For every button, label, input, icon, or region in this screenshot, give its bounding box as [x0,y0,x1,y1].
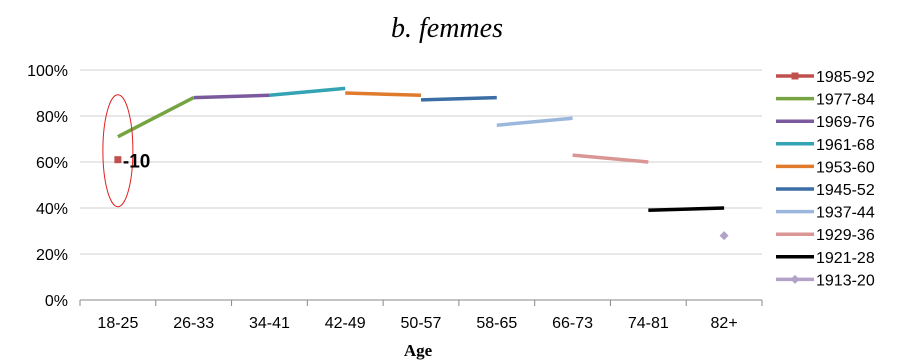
chart-title: b. femmes [391,13,503,44]
x-tick-label: 82+ [711,315,738,332]
y-tick-label: 40% [36,201,68,218]
y-tick-label: 60% [36,155,68,172]
legend-item: 1913-20 [776,272,875,289]
legend-label: 1929-36 [816,227,875,244]
legend-label: 1937-44 [816,205,875,222]
series-line-1961-68 [269,86,346,98]
x-tick-label: 58-65 [476,315,517,332]
legend-item: 1929-36 [776,227,875,244]
legend-label: 1913-20 [816,272,875,289]
x-tick-label: 50-57 [401,315,442,332]
annotation-label: -10 [123,152,150,173]
x-tick-label: 42-49 [325,315,366,332]
x-tick-label: 18-25 [97,315,138,332]
x-tick-label: 74-81 [628,315,669,332]
series-lines [114,86,729,241]
legend-label: 1969-76 [816,114,875,131]
annotations: -10 [102,94,150,208]
series-line-1937-44 [496,116,573,127]
series-line-1953-60 [345,91,422,98]
legend-label: 1977-84 [816,92,875,109]
highlight-ellipse [102,94,134,208]
data-point [790,274,800,284]
y-tick-label: 0% [45,293,68,310]
legend-label: 1945-52 [816,182,875,199]
legend-label: 1985-92 [816,69,875,86]
gridlines [80,69,762,255]
legend-item: 1945-52 [776,182,875,199]
x-tick-label: 66-73 [552,315,593,332]
y-tick-label: 80% [36,109,68,126]
legend-item: 1921-28 [776,250,875,267]
legend-label: 1921-28 [816,250,875,267]
x-axis-ticks: 18-25 26-33 34-41 42-49 50-57 58-65 66-73 74-81… [79,300,763,332]
legend-label: 1961-68 [816,137,875,154]
series-line-1977-84 [117,96,195,139]
series-line-1945-52 [420,95,497,102]
x-tick-label: 26-33 [173,315,214,332]
legend-label: 1953-60 [816,159,875,176]
legend-item: 1985-92 [776,69,875,86]
y-tick-label: 100% [27,63,68,80]
x-axis-label: Age [404,341,433,360]
legend-item: 1953-60 [776,159,875,176]
legend-item: 1961-68 [776,137,875,154]
legend-item: 1937-44 [776,205,875,222]
data-point [719,231,729,241]
series-line-1929-36 [572,153,649,164]
legend-item: 1977-84 [776,92,875,109]
legend-item: 1969-76 [776,114,875,131]
series-line-1969-76 [193,93,270,100]
x-tick-label: 34-41 [249,315,290,332]
legend: 1985-92 1977-84 1969-76 1961-68 1953-60 1945-… [776,69,875,289]
data-point [114,156,122,164]
y-tick-label: 20% [36,247,68,264]
data-point [791,72,799,80]
y-axis-ticks: 0% 20% 40% 60% 80% 100% [27,63,68,310]
series-line-1921-28 [648,206,725,213]
